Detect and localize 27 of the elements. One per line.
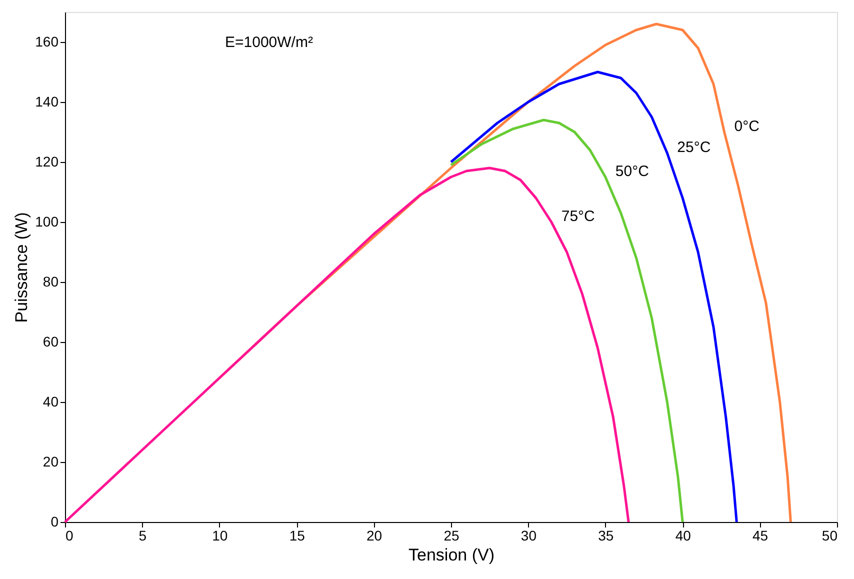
x-tick-label: 30 xyxy=(520,528,537,544)
y-axis-title: Puissance (W) xyxy=(12,212,32,323)
y-tick-label: 140 xyxy=(35,94,59,110)
annotation: E=1000W/m² xyxy=(225,34,313,51)
x-tick-label: 20 xyxy=(366,528,382,544)
y-tick-label: 120 xyxy=(35,154,59,170)
x-tick-label: 35 xyxy=(598,528,614,544)
y-tick-label: 60 xyxy=(42,334,59,350)
series-label: 25°C xyxy=(677,139,711,156)
y-tick-label: 100 xyxy=(35,214,59,230)
x-axis-title: Tension (V) xyxy=(408,546,494,564)
y-tick-label: 80 xyxy=(42,274,59,290)
x-tick-label: 45 xyxy=(752,528,768,544)
series-label: 75°C xyxy=(561,208,596,225)
x-tick-label: 0 xyxy=(66,528,74,544)
x-tick-label: 25 xyxy=(444,528,460,544)
y-tick-label: 0 xyxy=(50,514,59,530)
x-tick-label: 40 xyxy=(675,528,692,544)
x-tick-label: 50 xyxy=(822,528,838,544)
series-label: 50°C xyxy=(615,163,650,180)
x-tick-label: 5 xyxy=(138,528,147,544)
series-label: 0°C xyxy=(734,118,760,135)
y-tick-label: 160 xyxy=(35,34,59,50)
y-tick-label: 20 xyxy=(42,454,59,470)
x-tick-label: 10 xyxy=(212,528,228,544)
y-tick-label: 40 xyxy=(42,394,59,410)
x-tick-label: 15 xyxy=(289,528,306,544)
